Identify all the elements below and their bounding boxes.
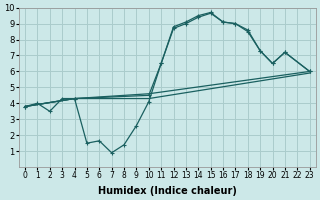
X-axis label: Humidex (Indice chaleur): Humidex (Indice chaleur) <box>98 186 237 196</box>
